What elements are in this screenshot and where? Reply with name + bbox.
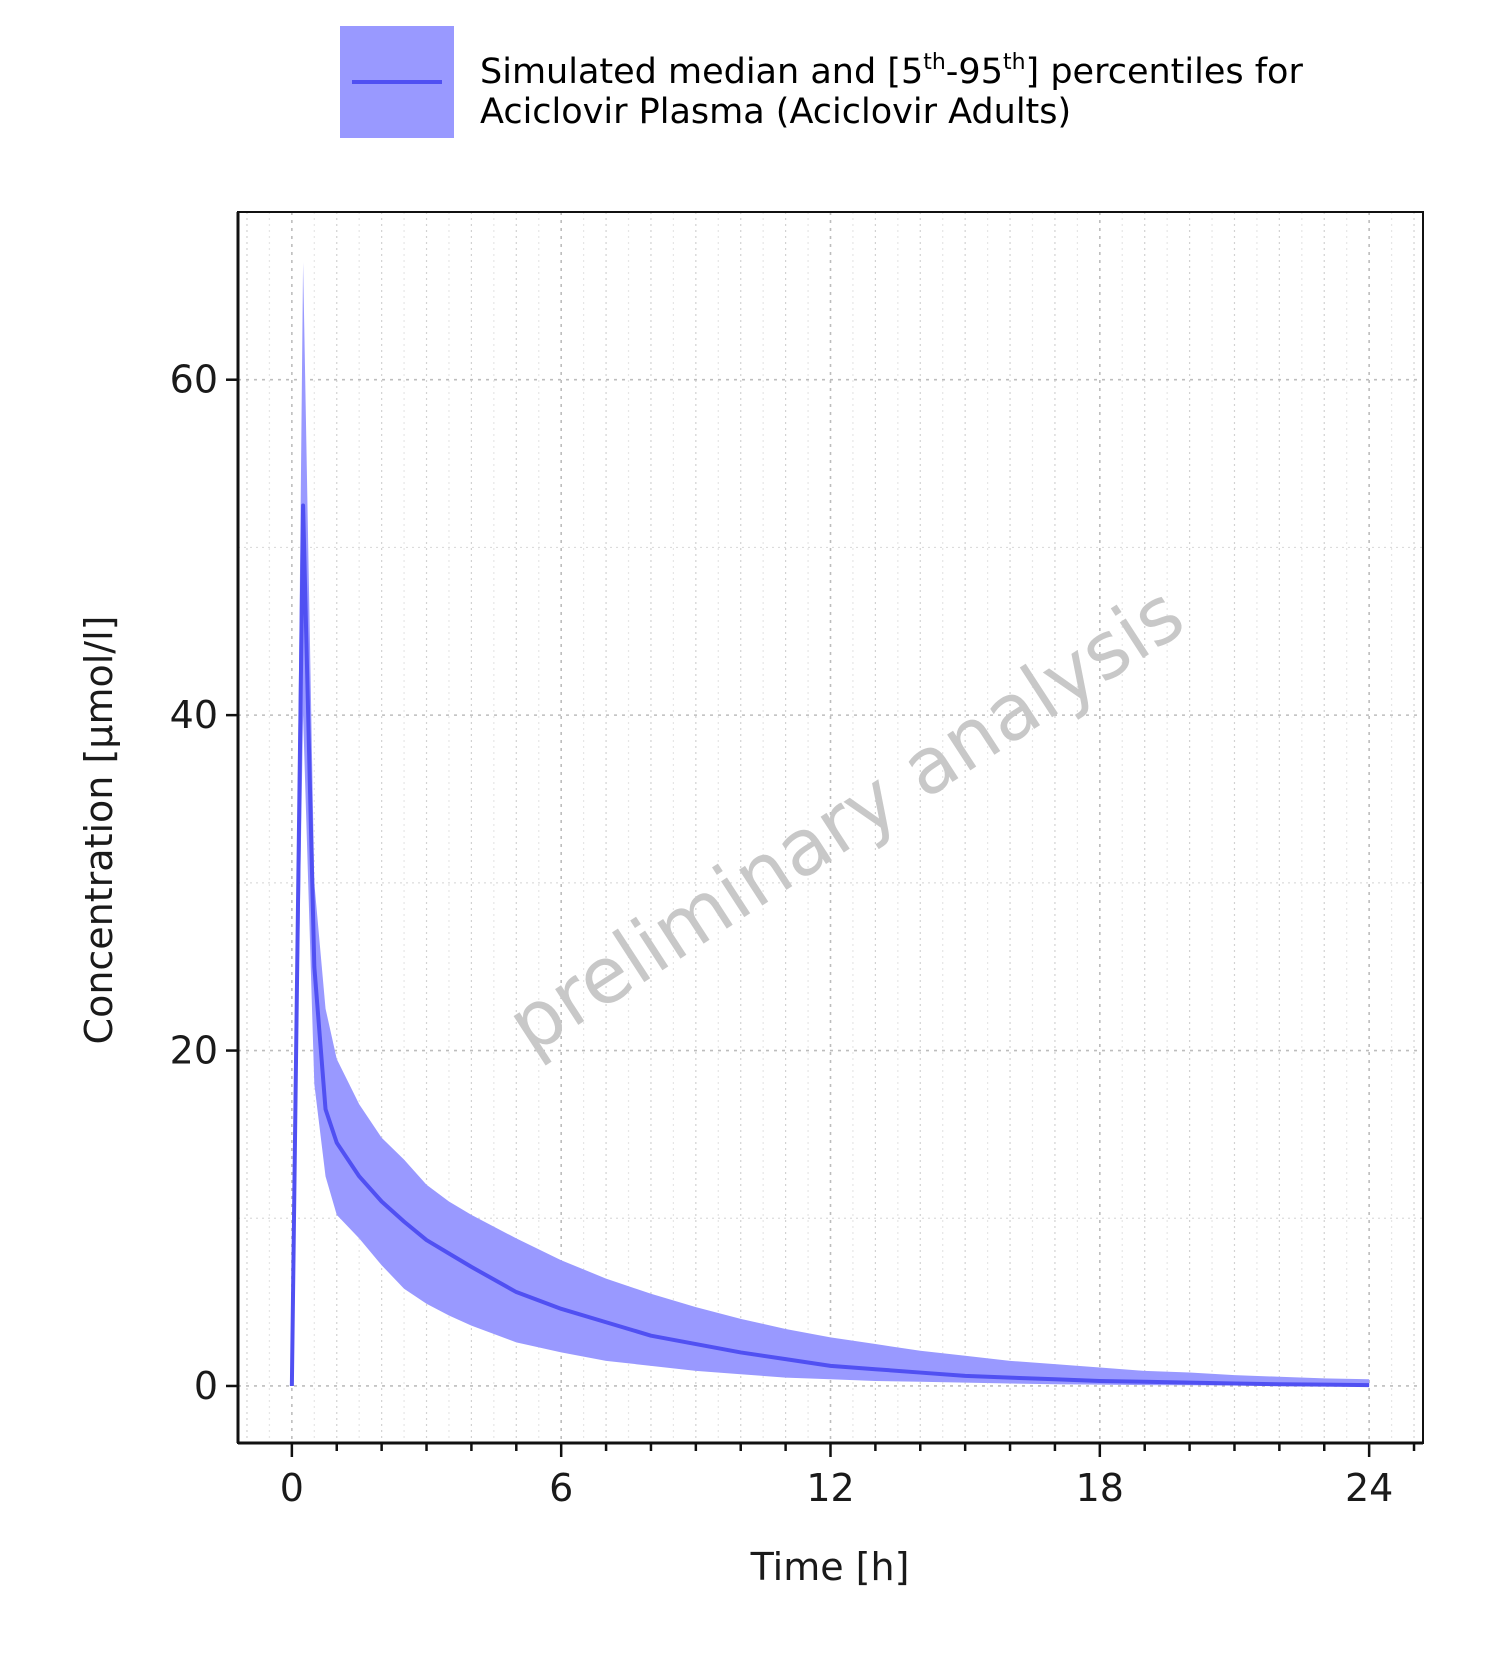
- legend-line-1: Simulated median and [5th-95th] percenti…: [480, 50, 1303, 93]
- x-tick-label: 0: [280, 1466, 304, 1510]
- x-axis-title: Time [h]: [750, 1545, 910, 1589]
- legend-superscript: th: [923, 50, 946, 75]
- y-axis-title: Concentration [µmol/l]: [77, 616, 121, 1045]
- legend-superscript: th: [1002, 50, 1026, 75]
- x-ticks: 0 6 12 18 24: [280, 1443, 1416, 1510]
- y-ticks: 0 20 40 60: [170, 358, 238, 1408]
- x-tick-label: 18: [1076, 1466, 1124, 1510]
- y-tick-label: 20: [170, 1029, 218, 1073]
- percentile-band: [291, 262, 1370, 1386]
- x-tick-label: 12: [806, 1466, 854, 1510]
- legend-text-part: Simulated median and [5: [480, 52, 924, 92]
- x-tick-label: 24: [1345, 1466, 1393, 1510]
- y-tick-label: 60: [170, 358, 218, 402]
- minor-gridlines: [238, 211, 1423, 1443]
- x-tick-label: 6: [549, 1466, 573, 1510]
- plot-layer: [289, 262, 1370, 1388]
- legend-median-line: [352, 80, 442, 84]
- watermark: preliminary analysis: [492, 569, 1199, 1072]
- median-line: [289, 503, 1370, 1388]
- legend: Simulated median and [5th-95th] percenti…: [340, 26, 1340, 140]
- legend-text-part: ] percentiles for: [1025, 52, 1303, 92]
- y-tick-label: 40: [170, 693, 218, 737]
- y-tick-label: 0: [194, 1364, 218, 1408]
- legend-text: Simulated median and [5th-95th] percenti…: [480, 50, 1303, 133]
- legend-swatch: [340, 26, 454, 138]
- legend-line-2: Aciclovir Plasma (Aciclovir Adults): [480, 92, 1072, 132]
- legend-text-part: -95: [945, 52, 1003, 92]
